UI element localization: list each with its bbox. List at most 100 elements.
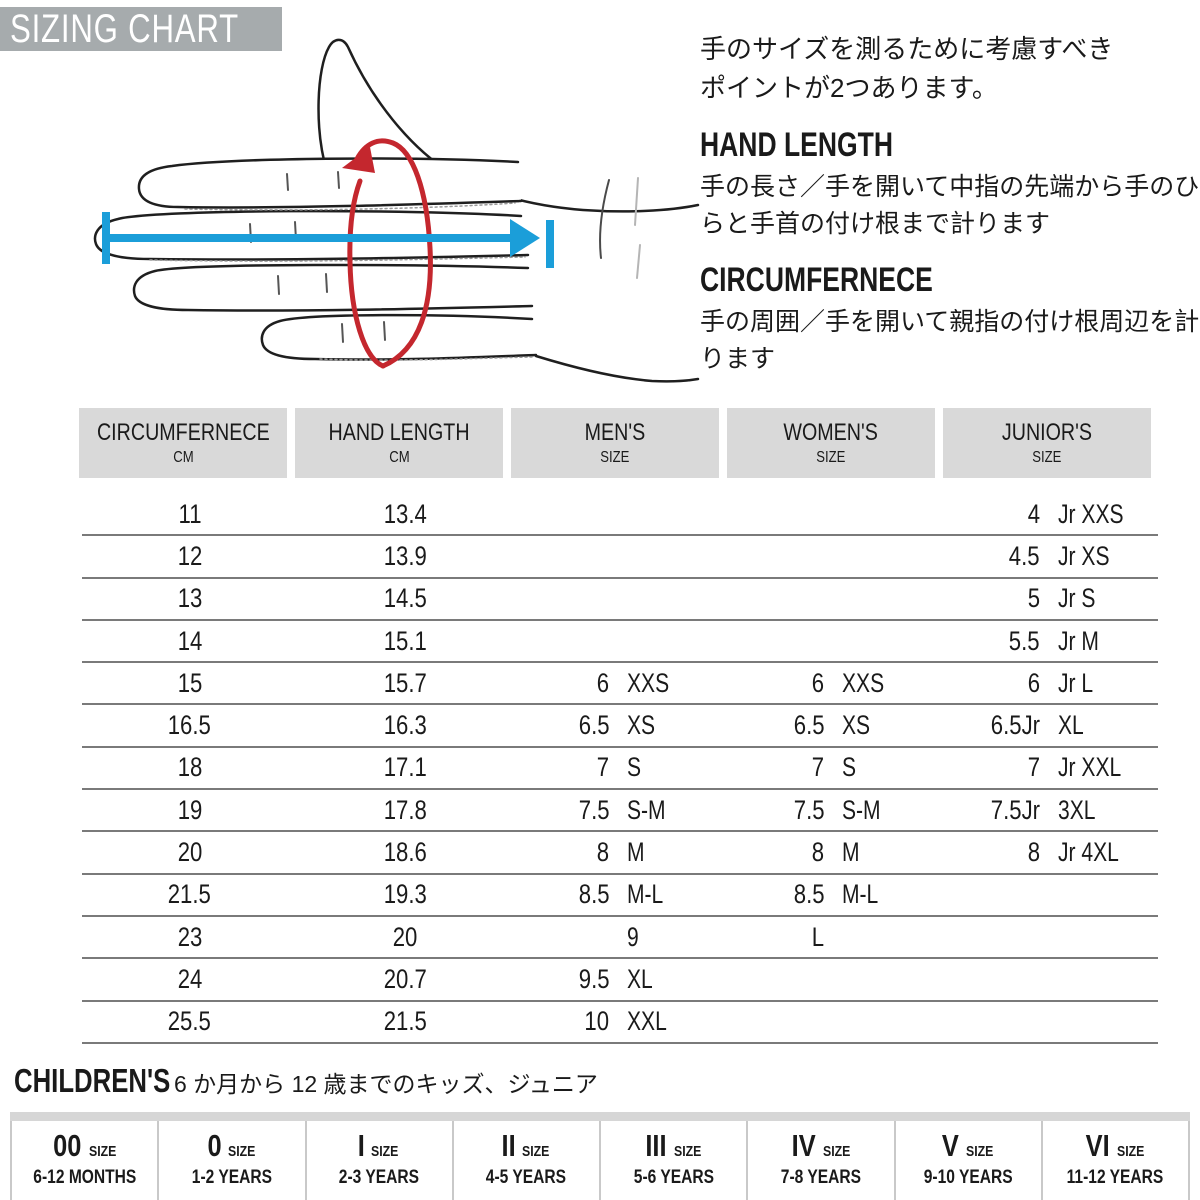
hand-length-arrow-icon xyxy=(102,212,554,268)
childrens-size-value: IV xyxy=(791,1128,816,1163)
juniors-size-number: 7.5Jr xyxy=(990,794,1040,825)
size-table-row: 18 17.1 7 S 7 S 7 Jr XXL xyxy=(82,748,1158,791)
womens-size-label: XXS xyxy=(842,667,885,698)
childrens-age-range: 11-12 YEARS xyxy=(1067,1167,1164,1188)
size-table-row: 14 15.1 5.5 Jr M xyxy=(82,621,1158,664)
juniors-size-label: Jr L xyxy=(1057,667,1093,698)
womens-size-cell: 6.5 XS xyxy=(728,710,943,741)
childrens-size-line: I SIZE xyxy=(307,1128,452,1164)
circumference-value: 19 xyxy=(177,794,202,825)
circumference-description: 手の周囲／手を開いて親指の付け根周辺を計ります xyxy=(700,308,1200,373)
childrens-size-value: III xyxy=(645,1128,667,1163)
womens-size-label: S xyxy=(842,752,857,783)
circumference-cell: 12 xyxy=(82,541,297,572)
circumference-value: 15 xyxy=(177,667,202,698)
womens-size-label: M xyxy=(842,837,860,868)
mens-size-label: XL xyxy=(627,963,653,994)
childrens-age-range: 2-3 YEARS xyxy=(338,1167,420,1188)
circumference-cell: 14 xyxy=(82,626,297,657)
womens-size-number: 6 xyxy=(812,667,825,698)
hand-length-cell: 20.7 xyxy=(297,964,512,995)
hand-length-cell: 16.3 xyxy=(297,710,512,741)
juniors-size-label: 3XL xyxy=(1057,794,1096,825)
juniors-size-cell xyxy=(943,1006,1158,1037)
size-table-row: 19 17.8 7.5 S-M 7.5 S-M 7.5Jr 3XL xyxy=(82,790,1158,833)
size-table-row: 13 14.5 5 Jr S xyxy=(82,579,1158,621)
circumference-value: 20 xyxy=(177,837,202,868)
childrens-size-bar: 00 SIZE 6-12 MONTHS 0 SIZE 1-2 YEARS I SIZE 2-3 … xyxy=(10,1112,1190,1200)
childrens-age-range: 6-12 MONTHS xyxy=(33,1167,137,1188)
womens-size-cell: 8.5 M-L xyxy=(728,879,943,910)
childrens-size-word: SIZE xyxy=(89,1143,117,1160)
size-table-row: 15 15.7 6 XXS 6 XXS 6 Jr L xyxy=(82,663,1158,706)
childrens-size-cells: 00 SIZE 6-12 MONTHS 0 SIZE 1-2 YEARS I SIZE 2-3 … xyxy=(10,1121,1190,1200)
size-table-row: 11 13.4 4 Jr XXS xyxy=(82,494,1158,537)
womens-size-label: M-L xyxy=(842,879,879,910)
juniors-size-number: 6 xyxy=(1027,667,1040,698)
size-table-row: 20 18.6 8 M 8 M 8 Jr 4XL xyxy=(82,832,1158,875)
circumference-value: 25.5 xyxy=(168,1006,212,1037)
juniors-size-cell: 8 Jr 4XL xyxy=(943,837,1158,868)
circumference-value: 24 xyxy=(177,963,202,994)
childrens-size-cell: VI SIZE 11-12 YEARS xyxy=(1043,1121,1188,1200)
childrens-size-value: 0 xyxy=(207,1128,222,1163)
juniors-size-label: Jr XXS xyxy=(1057,498,1124,529)
womens-size-number: 8.5 xyxy=(793,879,825,910)
mens-size-cell: 10 XXL xyxy=(512,1006,727,1037)
childrens-size-value: I xyxy=(357,1128,365,1163)
circumference-cell: 20 xyxy=(82,837,297,868)
hand-length-value: 15.1 xyxy=(383,625,427,656)
mens-size-cell: 9.5 XL xyxy=(512,964,727,995)
juniors-size-cell xyxy=(943,879,1158,910)
childrens-size-cell: I SIZE 2-3 YEARS xyxy=(307,1121,454,1200)
mens-size-number: 6.5 xyxy=(578,710,610,741)
mens-size-number: 10 xyxy=(584,1006,610,1037)
hand-length-cell: 19.3 xyxy=(297,879,512,910)
juniors-size-label: Jr XXL xyxy=(1057,752,1121,783)
hand-length-cell: 17.8 xyxy=(297,795,512,826)
childrens-size-word: SIZE xyxy=(673,1143,702,1160)
mens-size-label: XXS xyxy=(627,667,670,698)
childrens-age-range: 9-10 YEARS xyxy=(923,1167,1013,1188)
womens-size-label: S-M xyxy=(842,794,882,825)
womens-size-number: L xyxy=(812,921,825,952)
circumference-value: 23 xyxy=(177,921,202,952)
mens-size-label: S-M xyxy=(627,794,666,825)
childrens-age-range: 5-6 YEARS xyxy=(633,1167,714,1188)
mens-size-cell: 6.5 XS xyxy=(512,710,727,741)
childrens-section-heading: CHILDREN'S 6 か月から 12 歳までのキッズ、ジュニア xyxy=(14,1062,598,1100)
circumference-cell: 11 xyxy=(82,499,297,530)
circumference-value: 21.5 xyxy=(168,879,212,910)
womens-size-cell xyxy=(728,1006,943,1037)
mens-size-cell: 6 XXS xyxy=(512,668,727,699)
childrens-heading: CHILDREN'S xyxy=(14,1062,171,1099)
womens-size-number: 8 xyxy=(812,837,825,868)
hand-length-cell: 21.5 xyxy=(297,1006,512,1037)
childrens-size-value: VI xyxy=(1085,1128,1110,1163)
hand-length-value: 19.3 xyxy=(383,879,427,910)
hand-length-value: 13.4 xyxy=(383,498,427,529)
womens-size-cell xyxy=(728,499,943,530)
hand-length-heading: HAND LENGTH xyxy=(700,126,894,164)
childrens-size-cell: IV SIZE 7-8 YEARS xyxy=(748,1121,896,1200)
juniors-size-number: 8 xyxy=(1027,837,1040,868)
hand-measurement-diagram xyxy=(80,10,700,400)
womens-size-cell xyxy=(728,964,943,995)
circumference-arrow-icon xyxy=(342,138,433,369)
header-hand-length: HAND LENGTH CM xyxy=(295,408,503,478)
mens-size-label: XS xyxy=(627,710,656,741)
mens-size-label: M xyxy=(627,837,645,868)
circumference-cell: 25.5 xyxy=(82,1006,297,1037)
childrens-size-word: SIZE xyxy=(822,1143,851,1160)
juniors-size-cell xyxy=(943,964,1158,995)
circumference-value: 12 xyxy=(177,540,202,571)
juniors-size-number: 4 xyxy=(1027,498,1040,529)
juniors-size-number: 4.5 xyxy=(1008,540,1040,571)
hand-length-cell: 17.1 xyxy=(297,752,512,783)
hand-length-cell: 15.1 xyxy=(297,626,512,657)
childrens-bar-top-strip xyxy=(10,1112,1190,1121)
mens-size-label: 9 xyxy=(627,921,639,952)
header-mens: MEN'S SIZE xyxy=(511,408,719,478)
hand-length-value: 15.7 xyxy=(383,667,427,698)
